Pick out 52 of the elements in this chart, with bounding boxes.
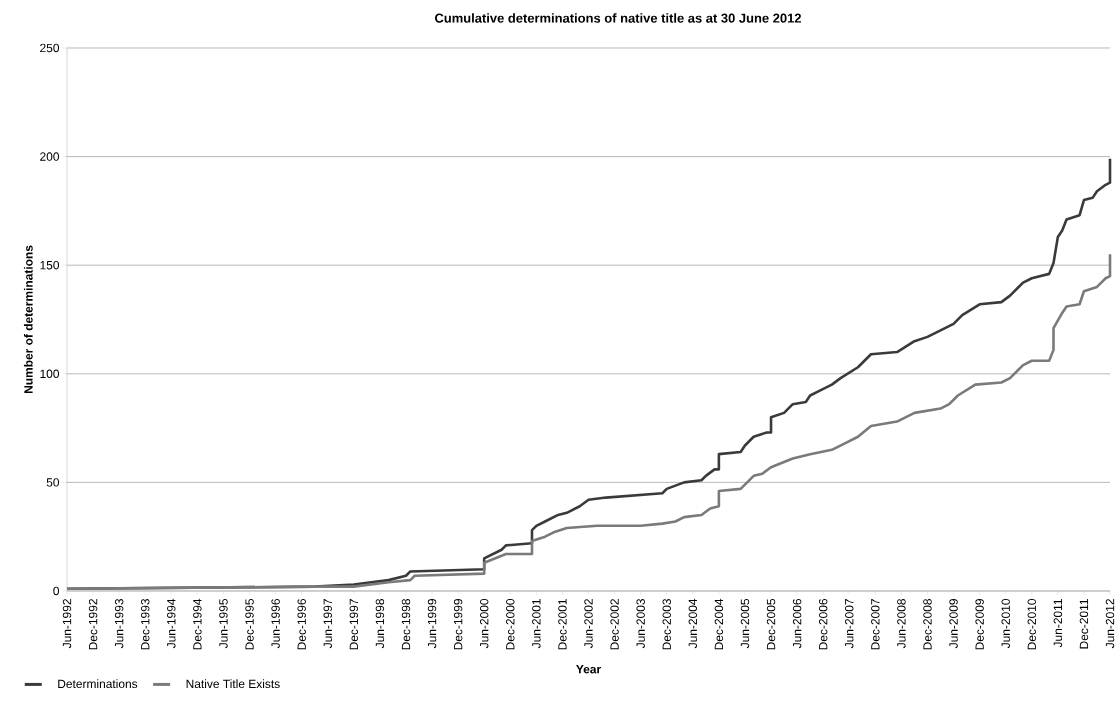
x-tick-label: Dec-2001	[558, 599, 567, 650]
x-tick-label: Dec-1998	[401, 599, 411, 650]
x-tick-label: Jun-1994	[167, 598, 176, 649]
x-tick-label: Jun-2005	[740, 599, 750, 649]
x-tick-label: Dec-1996	[297, 599, 306, 650]
x-tick-label: Jun-2008	[897, 599, 906, 649]
x-tick-label: Jun-2004	[688, 598, 698, 649]
x-tick-label: Jun-2006	[792, 599, 802, 649]
legend-label: Native Title Exists	[186, 679, 280, 689]
chart-title: Cumulative determinations of native title as at 30 June 2012	[435, 13, 801, 23]
y-tick-label: 0	[53, 586, 60, 596]
x-tick-label: Jun-2009	[949, 599, 958, 649]
x-tick-label: Jun-1996	[271, 599, 280, 649]
x-tick-label: Jun-2011	[1053, 599, 1063, 648]
y-tick-label: 150	[40, 260, 60, 270]
x-tick-label: Dec-1992	[88, 599, 98, 650]
y-axis-title: Number of determinations	[23, 245, 33, 394]
x-axis-title: Year	[576, 665, 601, 674]
x-tick-label: Jun-1997	[323, 599, 332, 649]
y-tick-label: 50	[46, 478, 60, 487]
x-tick-label: Dec-2004	[714, 598, 724, 650]
x-tick-label: Dec-2009	[975, 599, 984, 650]
x-tick-label: Jun-1999	[427, 599, 437, 649]
x-tick-label: Jun-1993	[114, 599, 124, 649]
x-tick-label: Jun-2012	[1105, 599, 1115, 649]
x-tick-label: Jun-2000	[479, 598, 489, 649]
x-tick-label: Jun-1998	[375, 599, 385, 649]
x-tick-label: Jun-2003	[636, 599, 645, 649]
x-tick-label: Jun-2002	[584, 599, 593, 649]
x-tick-label: Jun-1992	[62, 599, 72, 649]
y-tick-label: 100	[40, 369, 60, 379]
x-tick-label: Dec-2006	[818, 599, 828, 650]
x-tick-label: Dec-1999	[453, 599, 463, 650]
x-tick-label: Dec-2005	[766, 599, 776, 650]
x-tick-label: Dec-1997	[349, 599, 359, 650]
x-tick-label: Dec-2007	[871, 599, 880, 650]
x-tick-label: Dec-1993	[141, 599, 150, 650]
x-tick-label: Dec-2010	[1027, 598, 1036, 650]
y-tick-label: 250	[40, 43, 60, 53]
x-tick-label: Jun-1995	[219, 599, 228, 649]
y-tick-label: 200	[40, 152, 60, 161]
x-tick-label: Dec-2008	[923, 599, 932, 650]
x-tick-label: Dec-1994	[193, 598, 202, 650]
x-tick-label: Dec-2002	[610, 599, 619, 650]
x-tick-label: Jun-2007	[845, 599, 854, 649]
legend-label: Determinations	[58, 679, 138, 689]
x-tick-label: Jun-2001	[532, 599, 541, 649]
x-tick-label: Dec-2000	[506, 598, 515, 650]
x-tick-label: Jun-2010	[1001, 598, 1010, 649]
x-tick-label: Dec-2011	[1079, 599, 1089, 649]
x-tick-label: Dec-2003	[662, 599, 671, 650]
x-tick-label: Dec-1995	[245, 599, 254, 650]
